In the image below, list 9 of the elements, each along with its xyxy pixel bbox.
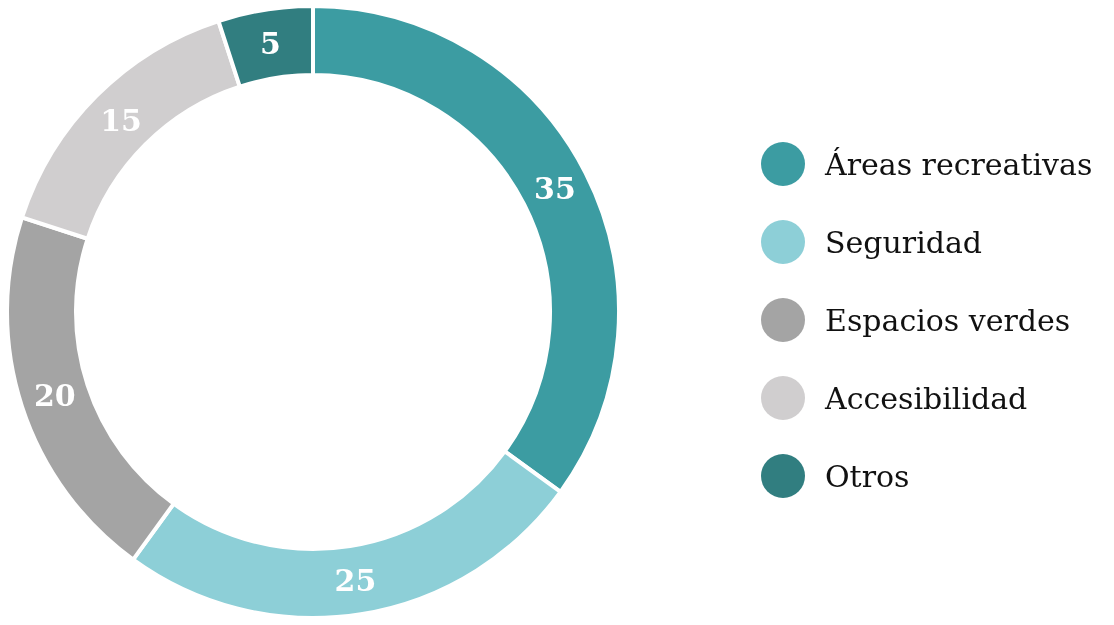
legend-label: Espacios verdes <box>825 302 1071 338</box>
legend-label: Otros <box>825 458 910 494</box>
legend-label: Áreas recreativas <box>824 146 1093 182</box>
data-label: 20 <box>33 378 76 414</box>
legend-label: Seguridad <box>825 224 983 260</box>
data-label: 5 <box>260 26 281 62</box>
data-label: 25 <box>334 562 377 598</box>
legend-label: Accesibilidad <box>824 380 1028 416</box>
data-label: 35 <box>534 171 576 207</box>
